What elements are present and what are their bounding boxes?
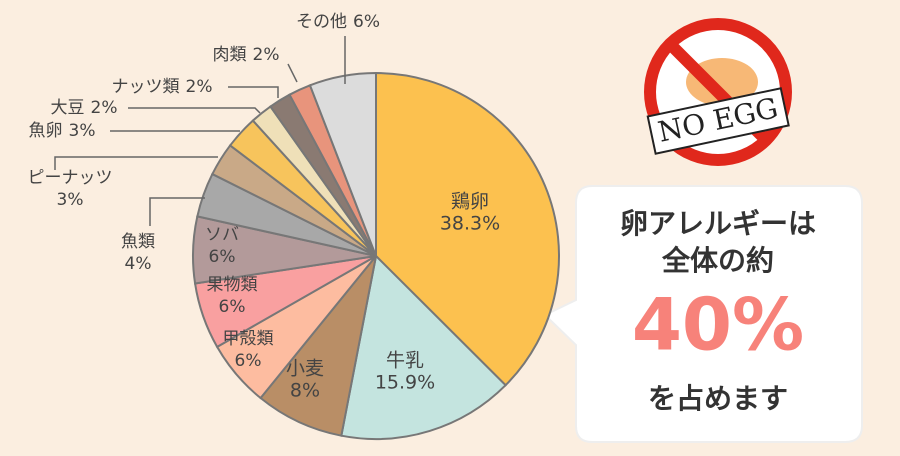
leader-line	[287, 63, 298, 83]
slice-value: 2%	[186, 77, 213, 97]
callout-highlight: 40%	[632, 283, 804, 367]
slice-value: 3%	[57, 190, 84, 210]
pie-slice	[375, 71, 560, 387]
slice-name: 小麦	[286, 358, 324, 380]
slice-name: 魚類	[121, 232, 155, 252]
slice-name: 肉類	[213, 45, 247, 65]
slice-value: 6%	[209, 247, 236, 267]
slice-name: ナッツ類	[112, 77, 180, 97]
slice-label: 肉類 2%	[213, 45, 280, 65]
pie-slice	[340, 253, 508, 440]
slice-label: 大豆 2%	[51, 98, 118, 118]
slice-name: その他	[296, 12, 347, 32]
slice-name: 甲殻類	[223, 329, 274, 349]
slice-value: 2%	[253, 45, 280, 65]
no-egg-badge: NO EGG	[644, 18, 792, 166]
callout-text: 卵アレルギーは	[620, 207, 816, 240]
callout-text: を占めます	[648, 382, 788, 415]
slice-value: 2%	[91, 98, 118, 118]
slice-name: 魚卵	[29, 121, 63, 141]
callout-text: 全体の約	[661, 244, 774, 277]
slice-name: 鶏卵	[451, 191, 489, 213]
slice-name: ピーナッツ	[28, 168, 113, 188]
callout-box	[543, 185, 863, 443]
leader-line	[228, 86, 279, 98]
callout: 卵アレルギーは 全体の約 40% を占めます	[543, 185, 863, 443]
slice-label: 魚卵 3%	[29, 121, 96, 141]
slice-name: 大豆	[51, 98, 85, 118]
slice-value: 3%	[69, 121, 96, 141]
slice-value: 8%	[290, 380, 320, 402]
leader-line	[128, 107, 261, 114]
slice-value: 6%	[235, 351, 262, 371]
leader-line	[54, 156, 218, 170]
pie: 鶏卵38.3%牛乳15.9%小麦8%甲殻類6%果物類6%ソバ6%魚類4%ピーナッ…	[28, 12, 560, 440]
slice-label: ナッツ類 2%	[112, 77, 213, 97]
slice-value: 4%	[125, 254, 152, 274]
leader-line	[149, 197, 205, 226]
slice-name: ソバ	[205, 225, 239, 245]
badge-label-bg	[646, 87, 790, 155]
slice-value: 38.3%	[440, 213, 500, 235]
slice-value: 15.9%	[375, 372, 435, 394]
pie-slice	[308, 71, 377, 257]
slice-value: 6%	[219, 297, 246, 317]
slice-name: 果物類	[207, 275, 258, 295]
slice-label: その他 6%	[296, 12, 380, 32]
slice-name: 牛乳	[386, 350, 424, 372]
slice-value: 6%	[353, 12, 380, 32]
